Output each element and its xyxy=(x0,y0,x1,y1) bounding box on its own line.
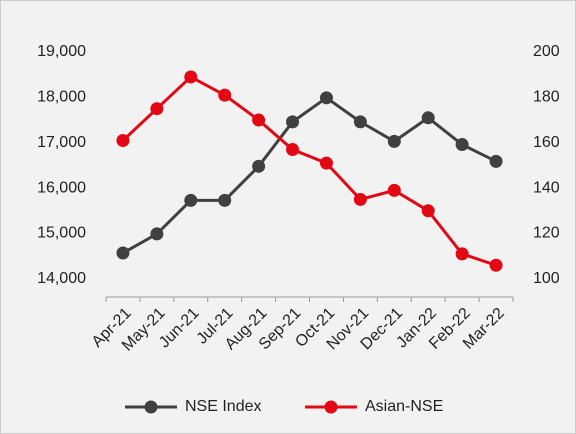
y-tick-label: 18,000 xyxy=(37,89,86,106)
series-point xyxy=(252,159,266,173)
series-point xyxy=(150,102,164,116)
series-point xyxy=(184,70,198,84)
series-point xyxy=(387,183,401,197)
series-point xyxy=(150,227,164,241)
series-point xyxy=(489,258,503,272)
y2-tick-label: 180 xyxy=(533,89,560,106)
series-point xyxy=(353,115,367,129)
series-point xyxy=(489,154,503,168)
series-point xyxy=(319,91,333,105)
series-point xyxy=(286,143,300,157)
series-point xyxy=(116,133,130,147)
series-point xyxy=(286,115,300,129)
legend-marker xyxy=(144,400,158,414)
y2-tick-label: 200 xyxy=(533,43,560,60)
y2-tick-label: 120 xyxy=(533,225,560,242)
series-line xyxy=(121,75,497,267)
series-point xyxy=(218,88,232,102)
y-tick-label: 16,000 xyxy=(37,179,86,196)
y-tick-label: 17,000 xyxy=(37,134,86,151)
series-point xyxy=(184,193,198,207)
series-point xyxy=(421,204,435,218)
y2-tick-label: 140 xyxy=(533,179,560,196)
series-point xyxy=(116,246,130,260)
series-point xyxy=(218,193,232,207)
legend-label: Asian-NSE xyxy=(365,398,443,415)
series-point xyxy=(421,111,435,125)
y-tick-label: 15,000 xyxy=(37,225,86,242)
y-tick-label: 19,000 xyxy=(37,43,86,60)
series-point xyxy=(455,138,469,152)
series-line xyxy=(122,95,497,255)
series-point xyxy=(455,247,469,261)
series-point xyxy=(353,192,367,206)
series-point xyxy=(387,134,401,148)
y2-tick-label: 100 xyxy=(533,270,560,287)
y-tick-label: 14,000 xyxy=(37,270,86,287)
series-point xyxy=(319,156,333,170)
legend-marker xyxy=(324,400,338,414)
series-point xyxy=(252,113,266,127)
y2-tick-label: 160 xyxy=(533,134,560,151)
legend-label: NSE Index xyxy=(185,398,261,415)
